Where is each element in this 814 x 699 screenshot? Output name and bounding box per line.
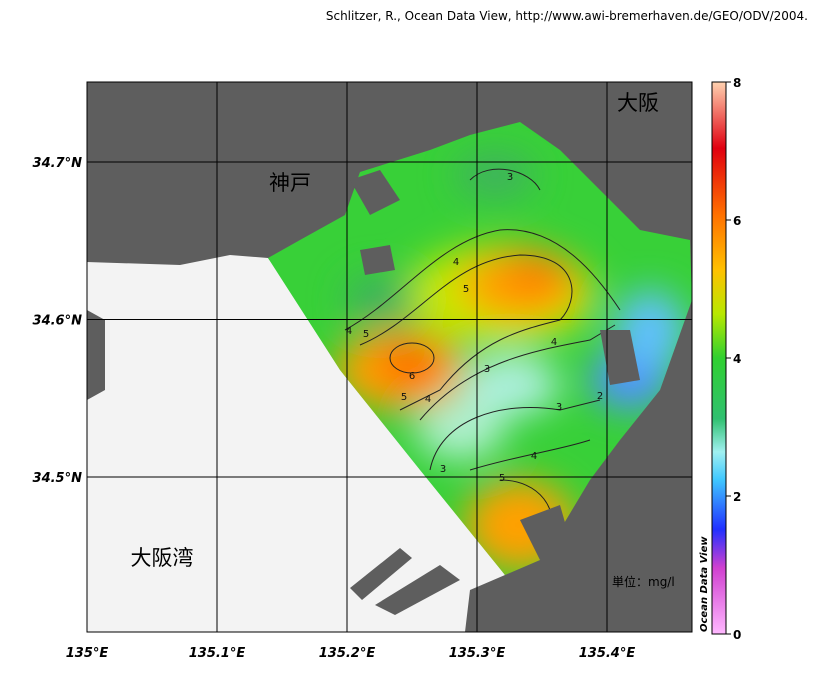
colorbar-tick-label: 0: [733, 628, 741, 642]
x-tick-label: 135.1°E: [189, 646, 246, 661]
contour-label: 4: [531, 451, 537, 462]
unsampled-sea: [87, 255, 505, 632]
land-details: [350, 170, 640, 615]
colorbar-label: Ocean Data View: [699, 536, 710, 632]
place-label: 大阪: [617, 91, 659, 115]
colorbar-tick-label: 2: [733, 490, 741, 504]
contour-label: 4: [425, 394, 431, 405]
x-tick-label: 135.2°E: [319, 646, 376, 661]
place-label: 神戸: [269, 171, 311, 195]
y-tick-label: 34.5°N: [33, 471, 83, 486]
x-tick-label: 135.3°E: [449, 646, 506, 661]
colorbar-tick-label: 6: [733, 214, 741, 228]
contour-label: 5: [401, 392, 407, 403]
x-tick-label: 135.4°E: [579, 646, 636, 661]
credit: Schlitzer, R., Ocean Data View, http://w…: [326, 9, 808, 23]
y-tick-label: 34.6°N: [33, 314, 83, 329]
contour-label: 3: [507, 172, 513, 183]
contour-label: 6: [409, 371, 415, 382]
place-label: 大阪湾: [131, 546, 194, 570]
colorbar-tick-label: 8: [733, 76, 741, 90]
contour-label: 3: [440, 464, 446, 475]
frame: [86, 81, 693, 633]
colorbar: [711, 81, 727, 635]
contour-label: 5: [363, 329, 369, 340]
y-tick-label: 34.7°N: [33, 156, 83, 171]
contour-label: 4: [551, 337, 557, 348]
x-tick-label: 135°E: [66, 646, 109, 661]
contour-label: 5: [463, 284, 469, 295]
map-area: [87, 82, 692, 632]
contour-label: 4: [346, 326, 352, 337]
unit-label: 単位：mg/l: [612, 574, 675, 589]
contour-label: 4: [453, 257, 459, 268]
contour-label: 5: [499, 473, 505, 484]
colorbar-tick-label: 4: [733, 352, 741, 366]
contour-label: 2: [597, 391, 603, 402]
contour-label: 3: [556, 402, 562, 413]
contour-label: 3: [484, 364, 490, 375]
